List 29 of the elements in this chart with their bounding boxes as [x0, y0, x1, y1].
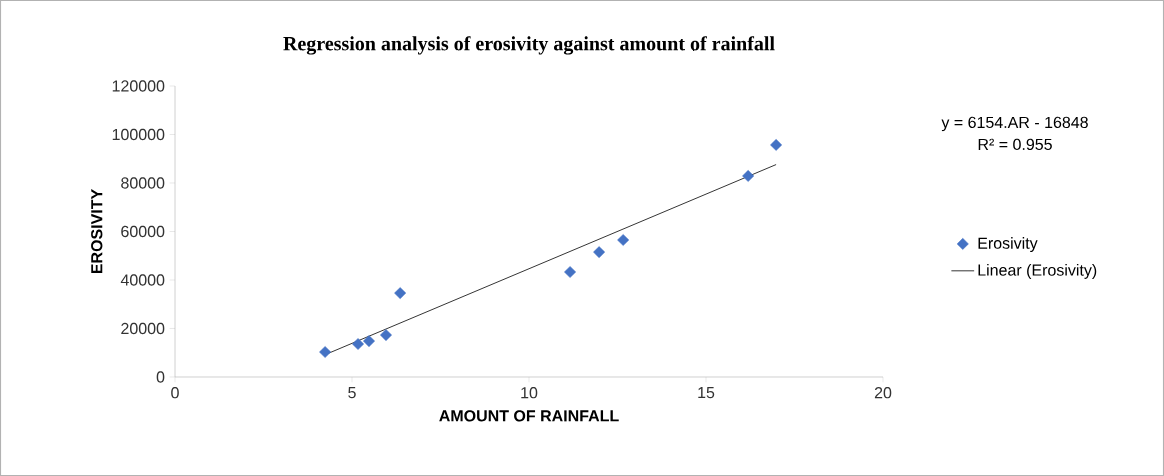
point [380, 329, 392, 341]
y-tick-label: 120000 [112, 80, 165, 92]
y-axis-title: EROSIVITY [91, 189, 103, 274]
point [742, 170, 755, 182]
y-tick-label: 60000 [121, 225, 165, 238]
point [363, 335, 375, 347]
text: R² = 0.955 [978, 138, 1052, 151]
point [617, 234, 630, 246]
point [394, 287, 407, 299]
y-tick-label: 40000 [120, 274, 165, 286]
x-tick-label: 5 [348, 387, 356, 399]
point [319, 346, 332, 358]
legend-label: Erosivity [978, 237, 1038, 253]
x-tick-label: 10 [521, 387, 538, 399]
y-tick-label: 0 [156, 371, 165, 383]
y-tick-label: 20000 [121, 322, 165, 335]
point [593, 246, 606, 258]
point [564, 266, 577, 278]
chart-title: Regression analysis of erosivity against amount of rainfall [283, 36, 775, 55]
x-axis-title: AMOUNT OF RAINFALL [439, 410, 619, 422]
x-tick-label: 0 [171, 387, 179, 399]
y-tick-label: 80000 [121, 177, 165, 189]
x-tick-label: 15 [698, 387, 715, 399]
y-tick-label: 100000 [112, 128, 165, 141]
point [770, 139, 783, 151]
text: y = 6154.AR - 16848 [941, 116, 1088, 132]
legend-label: Linear (Erosivity) [978, 264, 1097, 279]
point [352, 338, 364, 350]
x-tick-label: 20 [874, 387, 892, 399]
